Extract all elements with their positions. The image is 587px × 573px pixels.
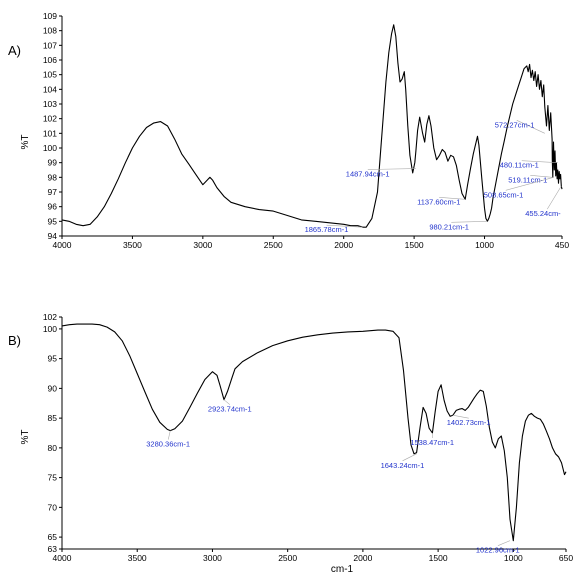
- y-tick-label: 103: [43, 99, 57, 109]
- panel-a-chart: A) %T 94 95 96 97 98 99 100 101 102 103 104 105 106 1…: [8, 11, 569, 250]
- spectrum-line: [61, 24, 563, 228]
- x-tick-label: 3000: [193, 240, 212, 250]
- panel-b-xlabel: cm-1: [331, 564, 354, 573]
- peak-leader-line: [326, 224, 363, 228]
- y-tick-label: 107: [43, 40, 57, 50]
- y-tick-label: 85: [48, 413, 58, 423]
- y-tick-label: 101: [43, 128, 57, 138]
- peak-leader-line: [521, 160, 558, 163]
- y-tick-label: 70: [48, 502, 58, 512]
- y-tick-label: 99: [48, 158, 58, 168]
- peak-leader-line: [505, 177, 554, 191]
- peak-leader-line: [530, 175, 553, 178]
- x-tick-label: 2000: [334, 240, 353, 250]
- peak-label: 1865.78cm-1: [305, 225, 349, 234]
- x-tick-label: 2500: [278, 553, 297, 563]
- y-tick-label: 102: [43, 312, 57, 322]
- x-tick-label: 2500: [264, 240, 283, 250]
- y-tick-label: 105: [43, 70, 57, 80]
- y-tick-label: 108: [43, 26, 57, 36]
- x-tick-label: 4000: [53, 553, 72, 563]
- x-tick-label: 1000: [504, 553, 523, 563]
- panel-b-label: B): [8, 333, 21, 348]
- x-tick-label: 3000: [203, 553, 222, 563]
- peak-leader-line: [452, 414, 469, 419]
- y-tick-label: 104: [43, 84, 57, 94]
- x-tick-label: 1000: [475, 240, 494, 250]
- y-tick-label: 65: [48, 532, 58, 542]
- peak-label: 1538.47cm-1: [410, 438, 454, 447]
- x-tick-label: 1500: [429, 553, 448, 563]
- y-tick-label: 100: [43, 324, 57, 334]
- panel-a-series: [61, 24, 563, 228]
- panel-b-annotations: 3280.36cm-1 2923.74cm-1 1643.24cm-1 1538.47…: [146, 399, 520, 555]
- peak-label: 980.21cm-1: [429, 222, 469, 231]
- y-tick-label: 63: [48, 544, 58, 554]
- y-tick-label: 94: [48, 231, 58, 241]
- peak-label: 508.65cm-1: [484, 190, 524, 199]
- peak-leader-line: [516, 120, 545, 134]
- y-tick-label: 80: [48, 443, 58, 453]
- x-tick-label: 1500: [405, 240, 424, 250]
- y-tick-label: 97: [48, 187, 58, 197]
- peak-label: 2923.74cm-1: [208, 405, 252, 414]
- peak-label: 1643.24cm-1: [381, 461, 425, 470]
- peak-label: 1137.60cm-1: [417, 197, 460, 206]
- y-tick-label: 75: [48, 473, 58, 483]
- peak-label: 572.27cm-1: [495, 120, 535, 129]
- x-tick-label: 3500: [123, 240, 142, 250]
- peak-label: 1487.94cm-1: [346, 170, 390, 179]
- panel-b-series: [61, 323, 567, 542]
- y-tick-label: 98: [48, 172, 58, 182]
- peak-label: 455.24cm-: [525, 209, 561, 218]
- panel-b-axes: 63 65 70 75 80 85 90 95 100 102 4000 3500 3000 2500 20…: [43, 312, 574, 563]
- peak-leader-line: [497, 540, 511, 546]
- y-tick-label: 90: [48, 383, 58, 393]
- panel-b-ylabel: %T: [20, 430, 31, 445]
- peak-leader-line: [439, 197, 466, 200]
- y-tick-label: 102: [43, 114, 57, 124]
- peak-leader-line: [451, 221, 488, 223]
- y-tick-label: 96: [48, 202, 58, 212]
- peak-label: 3280.36cm-1: [146, 440, 190, 449]
- peak-label: 480.11cm-1: [500, 161, 539, 170]
- peak-label: 519.11cm-1: [508, 175, 547, 184]
- x-tick-label: 650: [559, 553, 573, 563]
- panel-a-annotations: 1865.78cm-1 1487.94cm-1 1137.60cm-1 980.21c…: [305, 120, 562, 234]
- panel-a-label: A): [8, 43, 21, 58]
- peak-label: 1402.73cm-1: [447, 418, 491, 427]
- x-tick-label: 3500: [128, 553, 147, 563]
- panel-a-axes: 94 95 96 97 98 99 100 101 102 103 104 105 106 107 108 1…: [43, 11, 570, 250]
- y-tick-label: 106: [43, 55, 57, 65]
- panel-a-ylabel: %T: [20, 135, 31, 150]
- peak-leader-line: [167, 430, 171, 440]
- x-tick-label: 450: [555, 240, 569, 250]
- panel-b-chart: B) %T cm-1 63 65 70 75 80 85 90 95 100 102 4000 350…: [8, 312, 573, 573]
- spectrum-line: [61, 323, 567, 542]
- peak-leader-line: [223, 399, 231, 405]
- peak-label: 1022.96cm-1: [476, 546, 520, 555]
- peak-leader-line: [402, 453, 417, 462]
- y-tick-label: 109: [43, 11, 57, 21]
- x-tick-label: 4000: [53, 240, 72, 250]
- y-tick-label: 95: [48, 354, 58, 364]
- y-tick-label: 100: [43, 143, 57, 153]
- y-tick-label: 95: [48, 216, 58, 226]
- x-tick-label: 2000: [353, 553, 372, 563]
- peak-leader-line: [547, 185, 562, 210]
- peak-leader-line: [367, 168, 416, 170]
